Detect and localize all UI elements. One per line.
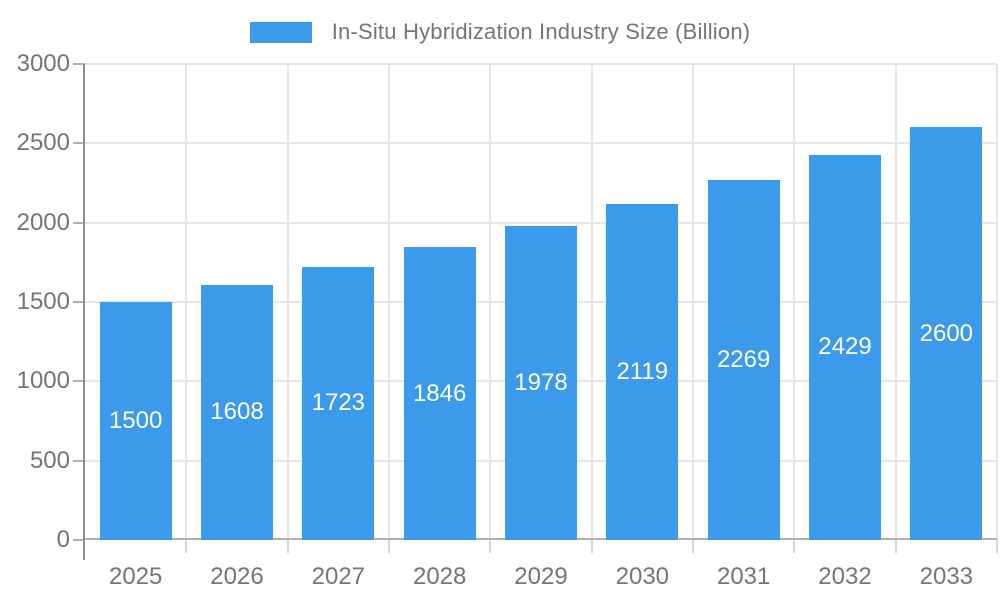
x-tick-mark (388, 540, 390, 553)
y-tick-mark (73, 301, 85, 303)
x-tick-mark (793, 540, 796, 553)
x-axis-label-2031: 2031 (716, 563, 771, 590)
bar-2029[interactable]: 1978 (505, 226, 577, 540)
x-gridline (286, 64, 289, 540)
bar-2032[interactable]: 2429 (809, 154, 881, 540)
x-tick-mark (692, 540, 694, 553)
x-axis-label-2028: 2028 (412, 563, 467, 590)
bar-value-label: 2119 (616, 357, 669, 385)
x-tick-mark (590, 540, 593, 553)
y-tick-mark (73, 539, 85, 541)
y-tick-mark (73, 63, 85, 65)
y-gridline (85, 221, 997, 224)
x-gridline (489, 64, 492, 540)
x-gridline (692, 64, 694, 540)
bar-value-label: 2600 (919, 319, 974, 347)
x-axis-label-2027: 2027 (311, 563, 366, 590)
bar-2030[interactable]: 2119 (606, 203, 679, 540)
x-axis-label-2029: 2029 (514, 563, 568, 590)
x-tick-mark (489, 540, 492, 553)
y-axis-label: 1000 (16, 367, 70, 395)
bar-2026[interactable]: 1608 (201, 284, 273, 540)
bar-2033[interactable]: 2600 (910, 127, 983, 540)
x-axis-label-2032: 2032 (818, 563, 872, 590)
x-tick-mark (996, 540, 998, 553)
bar-2028[interactable]: 1846 (403, 247, 476, 540)
y-axis-line (83, 64, 85, 560)
legend-swatch-icon[interactable] (249, 21, 312, 43)
x-tick-mark (286, 540, 289, 553)
y-axis-label: 0 (56, 526, 70, 553)
bar-2025[interactable]: 1500 (99, 302, 172, 540)
x-tick-mark (894, 540, 897, 553)
y-axis-label: 1500 (16, 288, 70, 315)
y-tick-mark (73, 380, 85, 383)
bar-2027[interactable]: 1723 (302, 266, 375, 540)
x-axis-label-2030: 2030 (615, 563, 670, 590)
x-axis-label-2025: 2025 (108, 563, 163, 590)
x-gridline (185, 64, 188, 540)
y-tick-mark (73, 142, 85, 145)
x-gridline (996, 64, 998, 540)
legend: In-Situ Hybridization Industry Size (Bil… (0, 18, 1000, 46)
x-gridline (894, 64, 897, 540)
bar-value-label: 1500 (108, 407, 163, 434)
y-axis-label: 2500 (16, 129, 70, 157)
x-tick-mark (185, 540, 188, 553)
y-gridline (85, 142, 997, 145)
y-axis-label: 3000 (16, 50, 70, 77)
bar-value-label: 2269 (716, 345, 771, 373)
bar-value-label: 2429 (818, 333, 872, 361)
bar-value-label: 1846 (412, 379, 467, 407)
y-axis-label: 2000 (16, 208, 70, 236)
y-tick-mark (73, 459, 85, 462)
x-gridline (590, 64, 593, 540)
x-gridline (388, 64, 390, 540)
y-axis-label: 500 (29, 446, 70, 474)
bar-2031[interactable]: 2269 (707, 179, 780, 540)
x-gridline (793, 64, 796, 540)
y-gridline (85, 63, 997, 65)
legend-label[interactable]: In-Situ Hybridization Industry Size (Bil… (331, 19, 751, 44)
bar-value-label: 1723 (311, 389, 366, 417)
y-tick-mark (73, 221, 85, 224)
bar-value-label: 1978 (514, 369, 568, 397)
x-axis-label-2033: 2033 (919, 563, 974, 590)
x-axis-label-2026: 2026 (210, 563, 264, 590)
bar-value-label: 1608 (210, 398, 264, 426)
